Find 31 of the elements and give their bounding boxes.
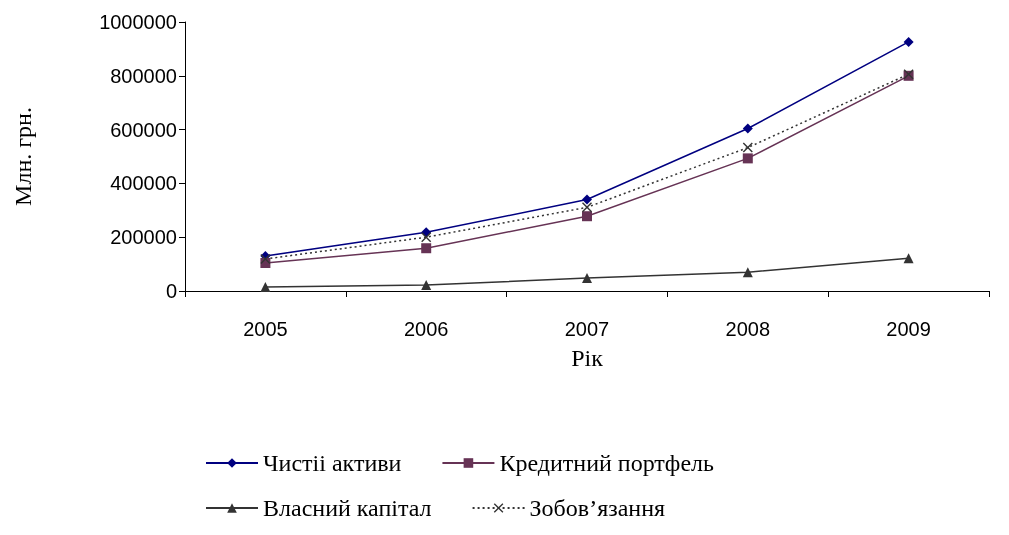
point [742, 267, 753, 278]
x-tick-label: 2007 [564, 318, 610, 340]
point [260, 281, 271, 292]
point [421, 280, 432, 291]
point [421, 243, 432, 254]
y-tick-label: 200000 [110, 226, 177, 249]
x-tick-label: 2009 [886, 318, 931, 340]
point [582, 194, 592, 205]
y-axis-title: Млн. грн. [10, 107, 36, 206]
y-tick-label: 0 [165, 280, 177, 302]
legend-label: Власний капітал [263, 495, 432, 521]
x-tick-label: 2008 [725, 318, 771, 340]
legend-label: Чистіі активи [263, 450, 402, 476]
point [582, 211, 592, 222]
point [421, 232, 432, 243]
point [582, 273, 592, 284]
legend-label: Зобов’язання [529, 495, 666, 521]
point [742, 142, 753, 153]
point [903, 36, 914, 47]
x-tick-label: 2005 [243, 318, 288, 340]
y-tick-label: 600000 [110, 118, 177, 141]
point [742, 153, 753, 164]
legend-label: Кредитний портфель [499, 450, 715, 476]
x-tick-label: 2006 [403, 318, 449, 340]
point [742, 123, 753, 134]
y-tick-label: 1000000 [99, 11, 177, 33]
point [903, 253, 914, 264]
x-axis-title: Рік [571, 345, 604, 371]
y-tick-label: 400000 [110, 172, 177, 195]
point [582, 202, 592, 213]
y-tick-label: 800000 [110, 64, 177, 87]
